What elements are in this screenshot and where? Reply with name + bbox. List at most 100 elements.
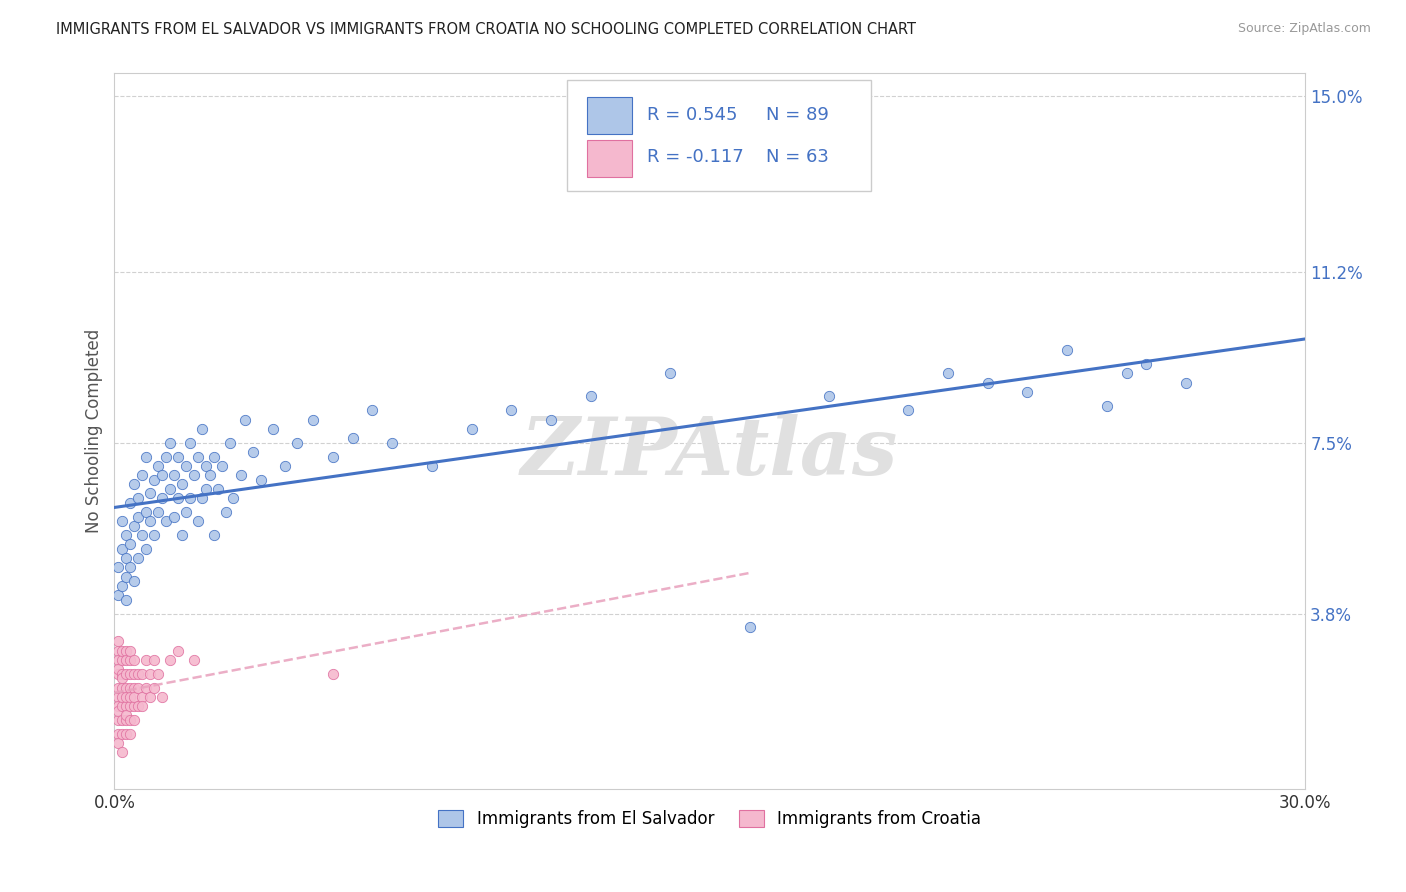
Point <box>107 690 129 704</box>
Point <box>579 389 602 403</box>
Point <box>111 653 134 667</box>
Point <box>111 713 134 727</box>
Point <box>143 528 166 542</box>
Text: IMMIGRANTS FROM EL SALVADOR VS IMMIGRANTS FROM CROATIA NO SCHOOLING COMPLETED CO: IMMIGRANTS FROM EL SALVADOR VS IMMIGRANT… <box>56 22 917 37</box>
Text: ZIPAtlas: ZIPAtlas <box>522 414 898 491</box>
Point <box>262 422 284 436</box>
Point <box>460 422 482 436</box>
Point <box>115 528 138 542</box>
Point <box>146 505 169 519</box>
Point <box>135 681 157 695</box>
Point <box>107 727 129 741</box>
Point <box>202 450 225 464</box>
Point <box>190 491 212 505</box>
Point <box>122 690 145 704</box>
Point <box>159 482 181 496</box>
Point <box>976 376 998 390</box>
Point <box>818 389 841 403</box>
Point <box>111 745 134 759</box>
Point <box>135 450 157 464</box>
Text: R = 0.545: R = 0.545 <box>647 105 737 123</box>
Point <box>120 727 142 741</box>
Point <box>1095 399 1118 413</box>
Point <box>146 458 169 473</box>
Point <box>127 666 149 681</box>
Point <box>115 569 138 583</box>
Point <box>131 528 153 542</box>
Point <box>155 450 177 464</box>
Point <box>111 541 134 556</box>
Point <box>198 468 221 483</box>
Point <box>131 468 153 483</box>
Point <box>190 422 212 436</box>
Point <box>107 662 129 676</box>
Point <box>120 666 142 681</box>
Point <box>285 435 308 450</box>
Y-axis label: No Schooling Completed: No Schooling Completed <box>86 329 103 533</box>
Point <box>127 699 149 714</box>
Point <box>111 666 134 681</box>
Point <box>122 653 145 667</box>
Point <box>120 643 142 657</box>
Bar <box>588 139 633 177</box>
Point <box>107 713 129 727</box>
Point <box>897 403 920 417</box>
Point <box>122 666 145 681</box>
Point <box>163 468 186 483</box>
Point <box>167 491 190 505</box>
Point <box>107 704 129 718</box>
Point <box>342 431 364 445</box>
Point <box>122 477 145 491</box>
Point <box>115 708 138 723</box>
Point <box>187 514 209 528</box>
Point <box>115 713 138 727</box>
Point <box>115 551 138 566</box>
Point <box>222 491 245 505</box>
Point <box>143 681 166 695</box>
Point <box>146 666 169 681</box>
Point <box>179 435 201 450</box>
Point <box>111 699 134 714</box>
Point <box>207 482 229 496</box>
Point <box>127 551 149 566</box>
Point <box>135 653 157 667</box>
Point <box>1135 357 1157 371</box>
Point <box>659 367 682 381</box>
Point <box>170 477 193 491</box>
Point <box>167 450 190 464</box>
FancyBboxPatch shape <box>567 80 870 191</box>
Point <box>420 458 443 473</box>
Point <box>115 727 138 741</box>
Point <box>111 514 134 528</box>
Point <box>115 653 138 667</box>
Point <box>127 681 149 695</box>
Point <box>107 634 129 648</box>
Point <box>120 681 142 695</box>
Point <box>163 509 186 524</box>
Point <box>738 620 761 634</box>
Point <box>111 690 134 704</box>
Point <box>143 473 166 487</box>
Point <box>183 653 205 667</box>
Point <box>194 458 217 473</box>
Point <box>107 666 129 681</box>
Point <box>159 653 181 667</box>
Point <box>155 514 177 528</box>
Point <box>107 653 129 667</box>
Point <box>143 653 166 667</box>
Point <box>131 690 153 704</box>
Point <box>122 574 145 589</box>
Point <box>107 560 129 574</box>
Point <box>107 699 129 714</box>
Point <box>111 579 134 593</box>
Point <box>1115 367 1137 381</box>
Point <box>214 505 236 519</box>
Point <box>115 699 138 714</box>
Point <box>194 482 217 496</box>
Point <box>120 496 142 510</box>
Point <box>211 458 233 473</box>
Point <box>122 518 145 533</box>
Point <box>1017 384 1039 399</box>
Legend: Immigrants from El Salvador, Immigrants from Croatia: Immigrants from El Salvador, Immigrants … <box>432 803 988 835</box>
Text: Source: ZipAtlas.com: Source: ZipAtlas.com <box>1237 22 1371 36</box>
